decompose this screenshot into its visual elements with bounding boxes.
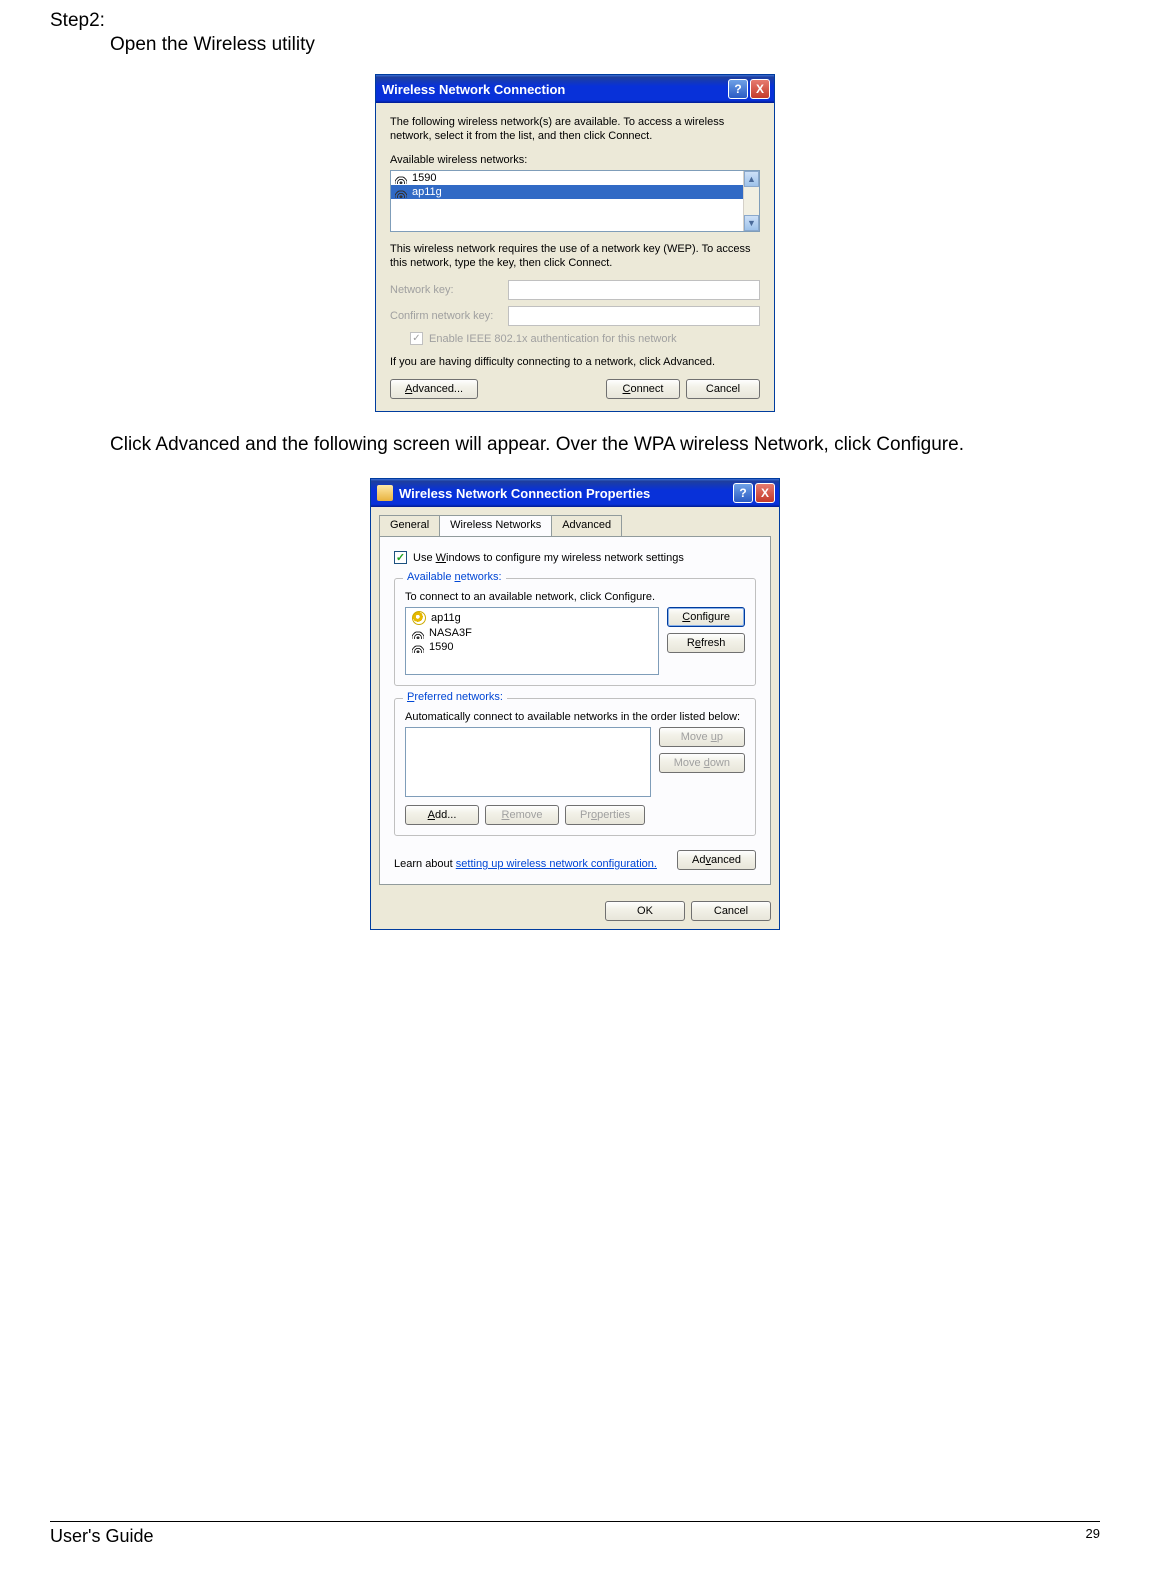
help-icon[interactable]: ? [733,483,753,503]
confirm-key-input[interactable] [508,306,760,326]
tab-row: General Wireless Networks Advanced [371,507,779,536]
preferred-networks-list[interactable] [405,727,651,797]
network-name: ap11g [412,186,442,198]
page-number: 29 [1086,1526,1100,1547]
tab-wireless-networks[interactable]: Wireless Networks [439,515,552,536]
instruction-open-utility: Open the Wireless utility [110,34,1100,56]
remove-button[interactable]: Remove [485,805,559,825]
cancel-button[interactable]: Cancel [691,901,771,921]
learn-link[interactable]: setting up wireless network configuratio… [456,858,657,870]
wifi-icon [412,641,424,653]
available-networks-title: Available networks: [403,571,506,583]
dialog1-titlebar: Wireless Network Connection ? X [376,75,774,103]
advanced-button[interactable]: Advanced [677,850,756,870]
available-networks-group: Available networks: To connect to an ava… [394,578,756,686]
use-windows-row: ✓ Use Windows to configure my wireless n… [394,551,756,564]
page-footer: User's Guide 29 [50,1521,1100,1547]
wifi-icon [395,172,407,184]
ok-button[interactable]: OK [605,901,685,921]
use-windows-label: Use Windows to configure my wireless net… [413,552,684,564]
network-key-label: Network key: [390,284,500,296]
scrollbar[interactable]: ▲ ▼ [743,171,759,231]
network-1590[interactable]: 1590 [408,640,656,654]
cancel-button[interactable]: Cancel [686,379,760,399]
network-item-1590[interactable]: 1590 [391,171,759,185]
network-name: 1590 [412,172,436,184]
available-networks-listbox[interactable]: 1590 ap11g ▲ ▼ [390,170,760,232]
configure-button[interactable]: Configure [667,607,745,627]
properties-button[interactable]: Properties [565,805,645,825]
enable-8021x-checkbox[interactable]: ✓ [410,332,423,345]
network-nasa3f[interactable]: NASA3F [408,626,656,640]
tab-general[interactable]: General [379,515,440,536]
step-label: Step2: [50,10,1100,32]
preferred-networks-group: Preferred networks: Automatically connec… [394,698,756,836]
wireless-adapter-icon [377,485,393,501]
wep-requirement-text: This wireless network requires the use o… [390,242,760,271]
wifi-icon [412,627,424,639]
footer-guide-label: User's Guide [50,1526,153,1547]
scroll-down-icon[interactable]: ▼ [744,215,759,231]
available-networks-label: Available wireless networks: [390,154,760,166]
connect-button[interactable]: Connect [606,379,680,399]
tab-advanced[interactable]: Advanced [551,515,622,536]
confirm-key-row: Confirm network key: [390,306,760,326]
learn-about-row: Learn about setting up wireless network … [394,850,756,870]
enable-8021x-row: ✓ Enable IEEE 802.1x authentication for … [390,332,760,345]
move-up-button[interactable]: Move up [659,727,745,747]
wifi-secure-icon [412,611,426,625]
wireless-connection-dialog: Wireless Network Connection ? X The foll… [375,74,775,412]
refresh-button[interactable]: Refresh [667,633,745,653]
enable-8021x-label: Enable IEEE 802.1x authentication for th… [429,333,677,345]
network-item-ap11g[interactable]: ap11g [391,185,759,199]
preferred-hint: Automatically connect to available netwo… [405,711,745,723]
wifi-icon [395,186,407,198]
dialog1-body: The following wireless network(s) are av… [376,103,774,411]
use-windows-checkbox[interactable]: ✓ [394,551,407,564]
dialog1-buttons: Advanced... Connect Cancel [390,379,760,399]
dialog1-title: Wireless Network Connection [382,82,726,97]
wireless-networks-panel: ✓ Use Windows to configure my wireless n… [379,536,771,885]
preferred-networks-title: Preferred networks: [403,691,507,703]
dialog2-titlebar: Wireless Network Connection Properties ?… [371,479,779,507]
scroll-up-icon[interactable]: ▲ [744,171,759,187]
confirm-key-label: Confirm network key: [390,310,500,322]
network-key-input[interactable] [508,280,760,300]
advanced-button[interactable]: Advanced... [390,379,478,399]
network-name: ap11g [431,612,461,624]
close-icon[interactable]: X [755,483,775,503]
network-name: 1590 [429,641,453,653]
network-name: NASA3F [429,627,472,639]
instruction-click-advanced: Click Advanced and the following screen … [110,432,1100,458]
wireless-properties-dialog: Wireless Network Connection Properties ?… [370,478,780,930]
help-icon[interactable]: ? [728,79,748,99]
learn-about-text: Learn about setting up wireless network … [394,858,657,870]
move-down-button[interactable]: Move down [659,753,745,773]
available-hint: To connect to an available network, clic… [405,591,745,603]
add-button[interactable]: Add... [405,805,479,825]
dialog2-footer: OK Cancel [371,893,779,929]
close-icon[interactable]: X [750,79,770,99]
available-networks-list[interactable]: ap11g NASA3F 1590 [405,607,659,675]
network-ap11g[interactable]: ap11g [408,610,656,626]
difficulty-text: If you are having difficulty connecting … [390,355,760,369]
dialog2-title: Wireless Network Connection Properties [399,486,731,501]
dialog1-intro: The following wireless network(s) are av… [390,115,760,144]
network-key-row: Network key: [390,280,760,300]
